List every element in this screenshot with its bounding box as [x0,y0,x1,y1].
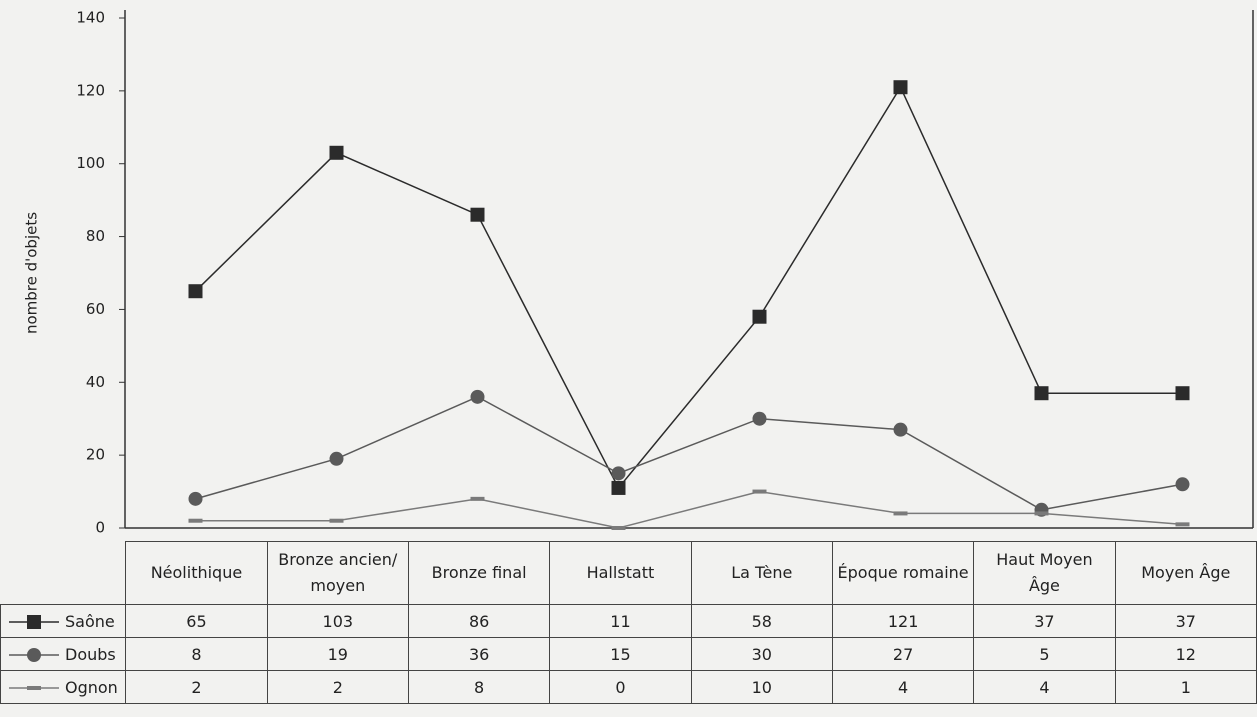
series-line [195,396,1183,511]
legend-symbol [9,648,59,662]
category-label: Moyen Âge [1114,541,1257,605]
table-corner [0,541,127,605]
legend-label: Doubs [65,644,116,664]
category-label: La Tène [690,541,833,605]
legend-label: Saône [65,611,115,631]
category-label: Époque romaine [831,541,975,605]
marker [752,309,767,324]
table-value: 11 [549,604,692,638]
table-value: 4 [831,670,975,704]
y-axis-label: nombre d'objets [23,212,41,334]
marker [188,284,203,299]
table-row: Ognon 2 2 8 0 10 4 4 1 [0,670,1257,704]
series-line [194,85,1183,490]
marker [893,80,908,95]
marker [329,145,344,160]
legend-symbol [9,615,59,629]
table-value: 1 [1114,670,1257,704]
y-tick-label: 80 [86,227,105,245]
table-value: 12 [1114,637,1257,671]
table-value: 2 [266,670,409,704]
marker [752,411,767,426]
data-table: Néolithique Bronze ancien/ moyen Bronze fi… [0,541,1257,704]
y-tick-label: 40 [86,373,105,391]
table-header: Néolithique Bronze ancien/ moyen Bronze fi… [0,541,1257,605]
marker [329,451,344,466]
table-value: 37 [1114,604,1257,638]
category-label: Néolithique [125,541,268,605]
table-value: 65 [125,604,268,638]
marker [27,686,41,690]
table-value: 36 [407,637,551,671]
table-value: 2 [125,670,268,704]
y-tick-label: 60 [86,300,105,318]
marker [27,615,41,629]
marker [752,489,767,494]
marker [1034,511,1049,516]
table-value: 37 [973,604,1116,638]
y-tick-label: 140 [76,9,105,27]
table-value: 19 [266,637,409,671]
marker [893,511,908,516]
table-value: 10 [690,670,833,704]
marker [611,526,626,530]
table-value: 58 [690,604,833,638]
table-value: 27 [831,637,975,671]
table-value: 5 [973,637,1116,671]
marker [329,518,344,523]
marker [1175,522,1190,527]
chart: nombre d'objets 0 20 40 60 80 100 120 140 [23,9,1254,537]
marker [611,480,626,495]
marker [1034,386,1049,401]
table-value: 0 [549,670,692,704]
y-tick-label: 0 [95,519,105,537]
table-value: 8 [407,670,551,704]
marker [893,422,908,437]
table-row: Saône 65 103 86 11 58 121 37 37 [0,604,1257,638]
series-line [195,490,1183,529]
marker [1175,386,1190,401]
y-tick-label: 20 [86,446,105,464]
legend-item: Saône [0,604,127,638]
y-tick-label: 100 [76,154,105,172]
marker [611,466,626,481]
marker [470,389,485,404]
table-value: 8 [125,637,268,671]
legend-symbol [9,686,59,690]
legend-label: Ognon [65,677,118,697]
category-label: Bronze ancien/ moyen [266,541,409,605]
category-label: Haut Moyen Âge [973,541,1116,605]
table-row: Doubs 8 19 36 15 30 27 5 12 [0,637,1257,671]
table-value: 86 [407,604,551,638]
category-label: Hallstatt [549,541,692,605]
legend-item: Doubs [0,637,127,671]
marker [188,518,203,523]
marker [27,648,41,662]
marker [1175,477,1190,492]
category-label: Bronze final [407,541,551,605]
table-value: 121 [831,604,975,638]
marker [470,207,485,222]
marker [470,496,485,501]
table-value: 103 [266,604,409,638]
legend-item: Ognon [0,670,127,704]
table-value: 15 [549,637,692,671]
marker [188,491,203,506]
table-value: 30 [690,637,833,671]
table-value: 4 [973,670,1116,704]
y-tick-label: 120 [76,81,105,99]
